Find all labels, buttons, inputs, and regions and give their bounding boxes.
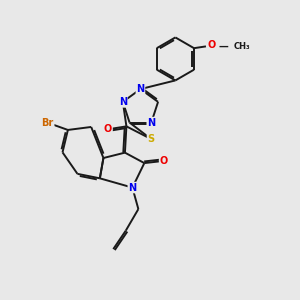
Text: N: N <box>128 183 136 193</box>
Text: N: N <box>119 97 127 107</box>
Text: S: S <box>148 134 154 144</box>
Text: —: — <box>218 41 228 51</box>
Text: CH₃: CH₃ <box>234 42 250 51</box>
Text: N: N <box>147 118 155 128</box>
Text: O: O <box>208 40 216 50</box>
Text: O: O <box>104 124 112 134</box>
Text: O: O <box>160 156 168 166</box>
Text: N: N <box>136 84 145 94</box>
Text: Br: Br <box>41 118 54 128</box>
